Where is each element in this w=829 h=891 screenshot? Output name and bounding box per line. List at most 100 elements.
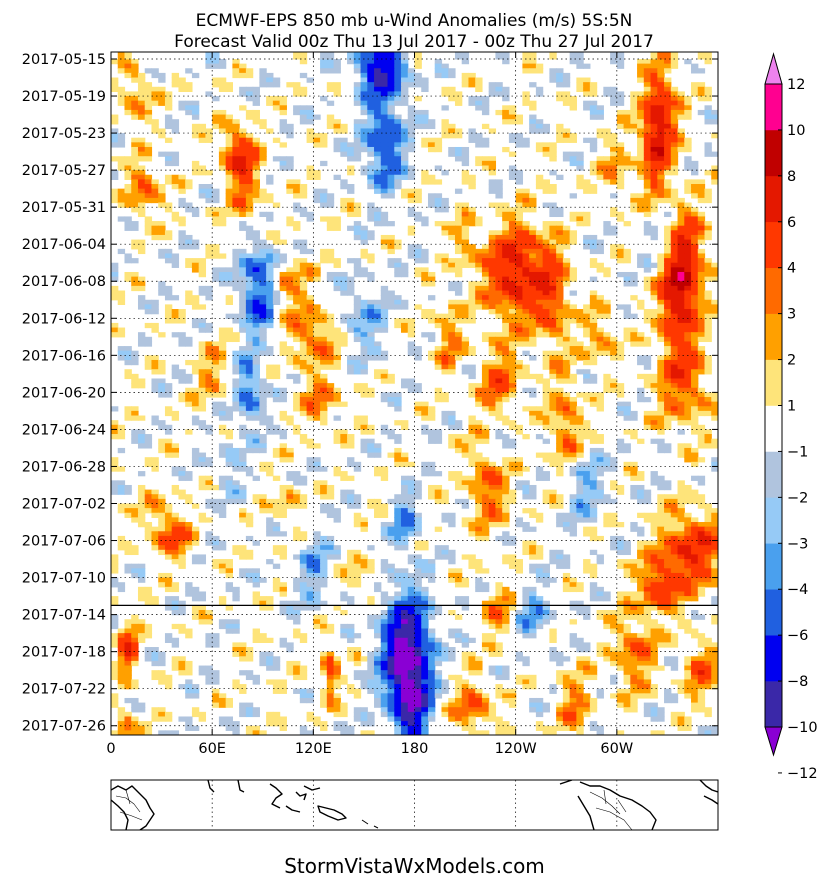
heat-cell bbox=[488, 369, 497, 375]
heat-cell bbox=[542, 234, 550, 241]
heat-cell bbox=[158, 424, 166, 431]
heat-cell bbox=[347, 318, 355, 324]
heat-cell bbox=[569, 522, 577, 528]
heat-cell bbox=[232, 494, 240, 500]
heat-cell bbox=[360, 146, 368, 153]
heat-cell bbox=[245, 336, 254, 343]
heat-cell bbox=[205, 63, 213, 69]
heat-cell bbox=[664, 63, 672, 69]
heat-cell bbox=[434, 202, 443, 208]
heat-cell bbox=[684, 285, 692, 292]
heat-cell bbox=[245, 151, 254, 157]
heat-cell bbox=[380, 59, 389, 65]
heat-cell bbox=[650, 373, 658, 380]
heat-cell bbox=[657, 484, 665, 491]
heat-cell bbox=[225, 295, 233, 301]
heat-cell bbox=[589, 452, 598, 458]
heat-cell bbox=[529, 341, 537, 347]
heat-cell bbox=[475, 517, 483, 523]
heat-cell bbox=[286, 420, 294, 426]
heat-cell bbox=[239, 151, 247, 157]
heat-cell bbox=[353, 221, 362, 227]
heat-cell bbox=[508, 133, 517, 139]
heat-cell bbox=[630, 197, 638, 204]
heat-cell bbox=[414, 123, 422, 130]
heat-cell bbox=[677, 447, 685, 454]
heat-cell bbox=[508, 369, 517, 375]
heat-cell bbox=[326, 392, 335, 398]
heat-cell bbox=[245, 137, 254, 143]
heat-cell bbox=[691, 160, 699, 167]
heat-cell bbox=[603, 346, 611, 352]
heat-cell bbox=[387, 258, 395, 264]
heat-cell bbox=[212, 364, 220, 370]
heat-cell bbox=[650, 295, 658, 301]
heat-cell bbox=[481, 244, 490, 250]
heat-cell bbox=[664, 258, 672, 264]
heat-cell bbox=[637, 299, 645, 305]
heat-cell bbox=[562, 72, 571, 79]
heat-cell bbox=[596, 336, 604, 343]
heat-cell bbox=[461, 221, 470, 227]
heat-cell bbox=[562, 299, 571, 305]
heat-cell bbox=[131, 378, 139, 384]
heat-cell bbox=[144, 304, 153, 310]
heat-cell bbox=[299, 299, 308, 305]
heat-cell bbox=[299, 91, 308, 97]
heat-cell bbox=[360, 415, 368, 421]
heat-cell bbox=[245, 258, 254, 264]
heat-cell bbox=[414, 383, 422, 389]
heat-cell bbox=[576, 165, 584, 171]
heat-cell bbox=[488, 484, 497, 491]
heat-cell bbox=[562, 346, 571, 352]
heat-cell bbox=[468, 207, 476, 213]
heat-cell bbox=[320, 378, 328, 384]
heat-cell bbox=[387, 526, 395, 532]
heat-cell bbox=[131, 109, 139, 116]
heat-cell bbox=[670, 276, 679, 282]
heat-cell bbox=[670, 304, 679, 310]
heat-cell bbox=[387, 133, 395, 139]
heat-cell bbox=[529, 295, 537, 301]
heat-cell bbox=[198, 424, 207, 431]
heat-cell bbox=[151, 100, 159, 106]
heat-cell bbox=[589, 346, 598, 352]
heat-cell bbox=[131, 549, 139, 556]
heat-cell bbox=[603, 91, 611, 97]
heat-cell bbox=[313, 114, 321, 120]
heat-cell bbox=[481, 517, 490, 523]
heat-cell bbox=[259, 262, 267, 268]
heat-cell bbox=[380, 160, 389, 167]
heat-cell bbox=[401, 188, 409, 194]
heat-cell bbox=[650, 438, 658, 444]
heat-cell bbox=[664, 387, 672, 393]
heat-cell bbox=[454, 258, 463, 264]
heat-cell bbox=[158, 383, 166, 389]
heat-cell bbox=[515, 559, 524, 565]
heat-cell bbox=[630, 327, 638, 333]
heat-cell bbox=[583, 211, 591, 218]
heat-cell bbox=[535, 239, 544, 245]
heat-cell bbox=[562, 434, 571, 440]
heat-cell bbox=[643, 184, 652, 190]
heat-cell bbox=[542, 457, 550, 463]
heat-cell bbox=[454, 290, 463, 296]
heat-cell bbox=[414, 484, 422, 491]
heat-cell bbox=[151, 420, 159, 426]
heat-cell bbox=[468, 72, 476, 79]
heat-cell bbox=[333, 258, 341, 264]
heat-cell bbox=[704, 271, 712, 278]
heat-cell bbox=[225, 443, 233, 449]
heat-cell bbox=[333, 91, 341, 97]
heat-cell bbox=[583, 392, 591, 398]
heat-cell bbox=[704, 410, 712, 417]
heat-cell bbox=[347, 563, 355, 569]
heat-cell bbox=[657, 387, 665, 393]
heat-cell bbox=[347, 554, 355, 560]
heat-cell bbox=[367, 559, 375, 565]
heat-cell bbox=[670, 397, 679, 403]
heat-cell bbox=[333, 512, 341, 518]
heat-cell bbox=[562, 137, 571, 143]
heat-cell bbox=[387, 77, 395, 83]
heat-cell bbox=[508, 290, 517, 296]
